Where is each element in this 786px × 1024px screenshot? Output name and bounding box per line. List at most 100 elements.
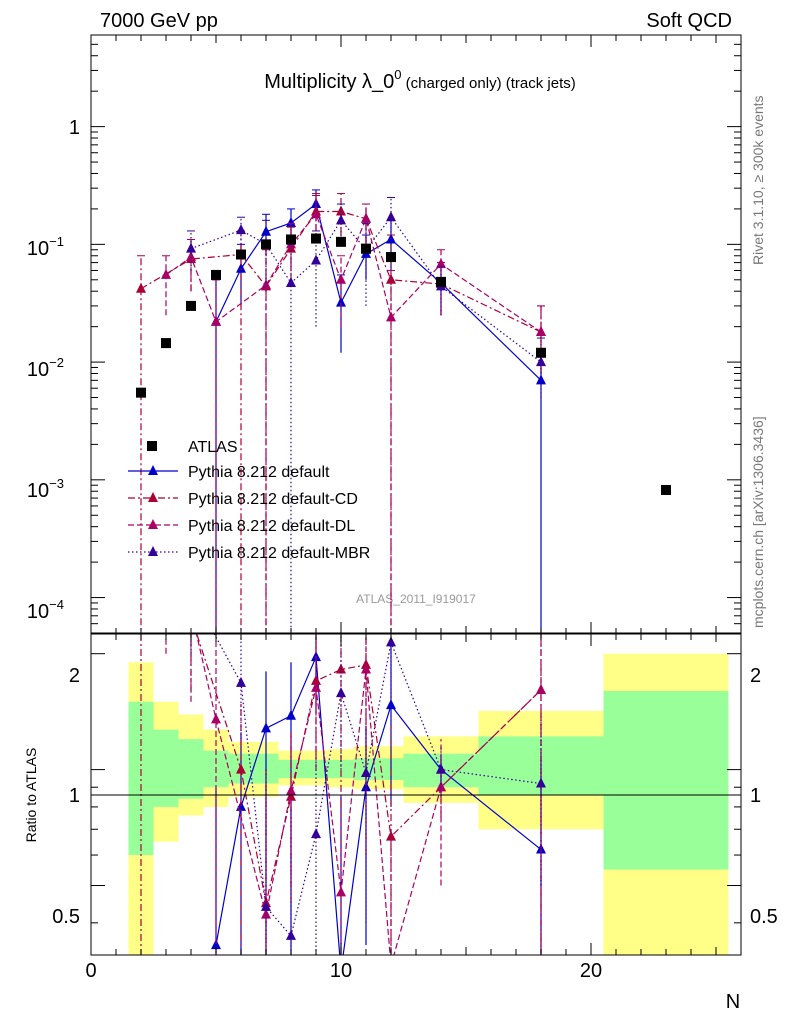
series-line-0 xyxy=(215,203,542,381)
atlas-point-3 xyxy=(211,269,221,280)
series-line-1 xyxy=(140,210,542,333)
title-sup: 0 xyxy=(394,67,401,82)
ratio-3-point-6 xyxy=(361,766,371,777)
ratio-3-point-9 xyxy=(536,777,546,788)
ratio-1-point-4 xyxy=(286,790,296,801)
atlas-point-10 xyxy=(386,252,396,263)
atlas-point-9 xyxy=(361,243,371,254)
axis-ticks xyxy=(90,34,742,955)
series-3-point-4 xyxy=(311,254,321,265)
ratio-2-point-4 xyxy=(286,784,296,795)
main-series-group xyxy=(136,189,671,633)
legend-marker-dl xyxy=(148,519,158,529)
series-0-point-5 xyxy=(336,296,346,307)
header-left: 7000 GeV pp xyxy=(100,10,218,32)
source-label: mcplots.cern.ch [arXiv:1306.3436] xyxy=(750,416,766,628)
series-0-point-3 xyxy=(286,216,296,227)
series-0-point-1 xyxy=(236,262,246,273)
series-3-point-5 xyxy=(336,214,346,225)
atlas-point-11 xyxy=(436,276,446,287)
ratio-tick-left-2: 2 xyxy=(69,665,80,687)
series-2-point-3 xyxy=(261,279,271,290)
ratio-3-point-7 xyxy=(386,636,396,647)
series-2-point-0 xyxy=(161,268,171,279)
atlas-point-12 xyxy=(536,347,546,358)
atlas-point-5 xyxy=(261,239,271,250)
x-tick-label-20: 20 xyxy=(580,960,602,982)
band-inner-2 xyxy=(178,739,204,799)
y-tick-label-1: 1 xyxy=(69,117,80,139)
ratio-series-group xyxy=(140,634,546,955)
atlas-point-2 xyxy=(186,300,196,311)
y-tick-label-1e-2: 10−2 xyxy=(27,355,64,381)
ratio-2-point-7 xyxy=(361,663,371,674)
series-3-point-9 xyxy=(536,356,546,367)
ratio-0-point-2 xyxy=(261,722,271,733)
ratio-0-point-0 xyxy=(211,939,221,950)
rivet-label: Rivet 3.1.10, ≥ 300k events xyxy=(750,95,766,265)
ratio-2-point-9 xyxy=(436,781,446,792)
series-3-point-3 xyxy=(286,276,296,287)
ratio-3-point-4 xyxy=(311,828,321,839)
ratio-0-point-7 xyxy=(386,699,396,710)
series-1-point-0 xyxy=(136,282,146,293)
header-right: Soft QCD xyxy=(646,10,732,32)
analysis-watermark: ATLAS_2011_I919017 xyxy=(356,592,476,606)
ratio-3-point-8 xyxy=(436,763,446,774)
ratio-tick-right-1: 1 xyxy=(750,785,761,807)
atlas-point-4 xyxy=(236,249,246,260)
ratio-2-point-10 xyxy=(536,683,546,694)
x-tick-label-10: 10 xyxy=(330,960,352,982)
series-2-point-2 xyxy=(211,315,221,326)
legend-label-atlas: ATLAS xyxy=(188,439,238,456)
atlas-point-8 xyxy=(336,236,346,247)
title-main: Multiplicity λ_0 xyxy=(264,71,394,93)
band-inner-1 xyxy=(153,729,179,807)
series-2-point-9 xyxy=(436,258,446,269)
legend-label-dl: Pythia 8.212 default-DL xyxy=(188,518,355,535)
ratio-3-point-2 xyxy=(261,900,271,911)
atlas-point-0 xyxy=(136,387,146,398)
series-line-2 xyxy=(165,213,542,333)
atlas-point-1 xyxy=(161,338,171,349)
series-line-3 xyxy=(190,216,542,363)
y-tick-label-1e-4: 10−4 xyxy=(27,597,64,623)
legend-label-mbr: Pythia 8.212 default-MBR xyxy=(188,545,370,562)
atlas-point-7 xyxy=(311,233,321,244)
ratio-line-0 xyxy=(215,656,542,955)
series-0-point-9 xyxy=(536,374,546,385)
ratio-1-point-5 xyxy=(311,674,321,685)
plot-title: Multiplicity λ_00 (charged only) (track … xyxy=(264,67,576,93)
series-2-point-8 xyxy=(386,311,396,322)
legend: ATLAS Pythia 8.212 default Pythia 8.212 … xyxy=(128,439,370,562)
ratio-tick-left-1: 1 xyxy=(69,785,80,807)
y-tick-label-1e-1: 10−1 xyxy=(27,234,64,260)
ratio-3-point-1 xyxy=(236,676,246,687)
legend-marker-cd xyxy=(148,492,158,502)
legend-marker-default xyxy=(148,465,158,475)
band-inner-5 xyxy=(278,759,329,779)
series-2-point-1 xyxy=(186,251,196,262)
series-2-point-5 xyxy=(311,208,321,219)
series-3-point-1 xyxy=(236,224,246,235)
y-tick-label-1e-3: 10−3 xyxy=(27,476,64,502)
atlas-point-6 xyxy=(286,234,296,245)
ratio-2-point-5 xyxy=(311,681,321,692)
x-axis-label: N xyxy=(726,991,740,1013)
ratio-tick-right-0-5: 0.5 xyxy=(750,906,778,928)
legend-label-default: Pythia 8.212 default xyxy=(188,464,330,481)
series-3-point-7 xyxy=(386,211,396,222)
band-inner-7 xyxy=(353,758,404,780)
series-2-point-6 xyxy=(336,273,346,284)
band-inner-10 xyxy=(603,691,729,870)
x-tick-label-0: 0 xyxy=(85,960,96,982)
ratio-2-point-2 xyxy=(211,713,221,724)
ratio-3-point-3 xyxy=(286,929,296,940)
atlas-point-13 xyxy=(661,484,671,495)
legend-marker-mbr xyxy=(148,546,158,556)
ratio-0-point-3 xyxy=(286,709,296,720)
title-suffix: (charged only) (track jets) xyxy=(402,75,576,92)
ratio-tick-left-0-5: 0.5 xyxy=(52,906,80,928)
ratio-tick-right-2: 2 xyxy=(750,665,761,687)
